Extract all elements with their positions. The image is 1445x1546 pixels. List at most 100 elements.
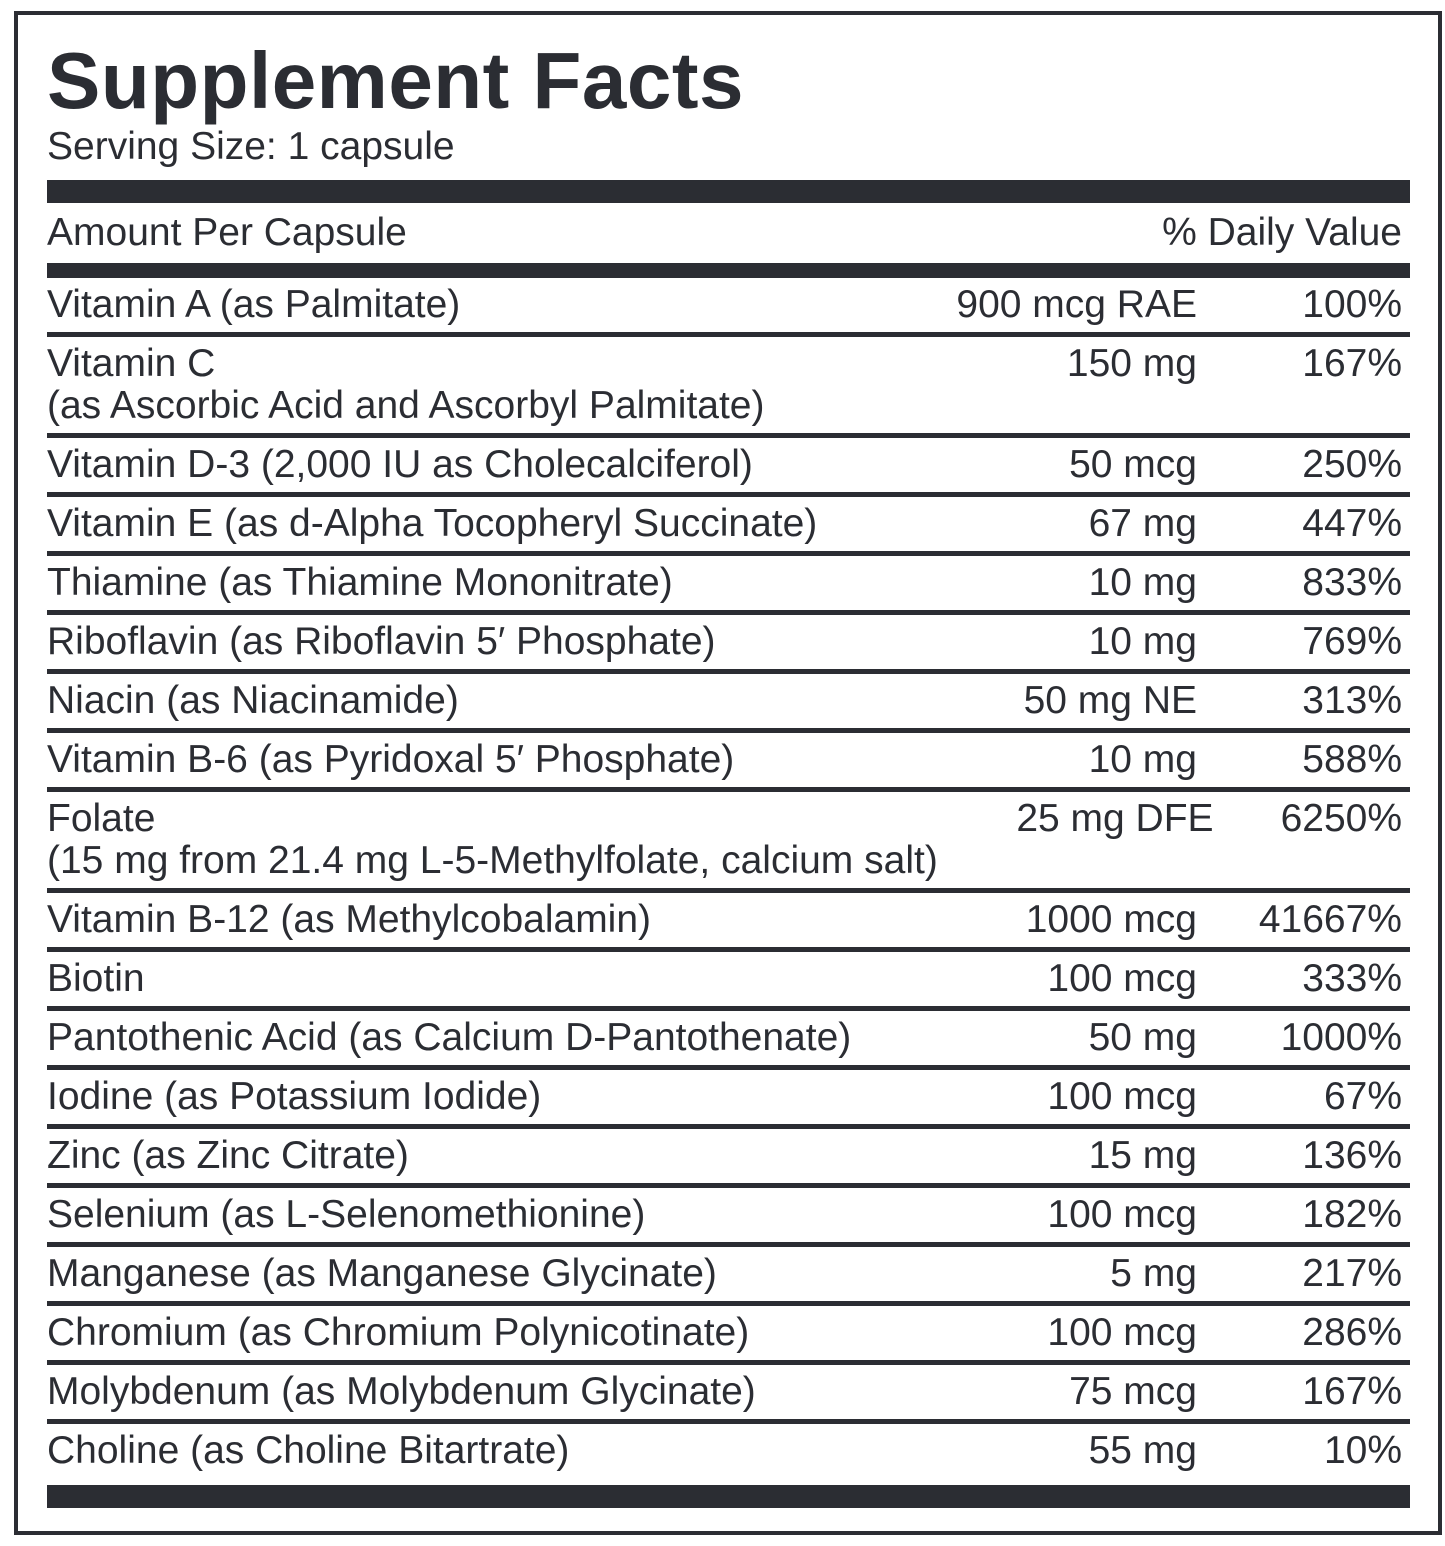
nutrient-name: Manganese (as Manganese Glycinate) <box>47 1252 717 1295</box>
nutrient-name: Niacin (as Niacinamide) <box>47 679 459 722</box>
nutrient-amount: 150 mg <box>1066 342 1197 385</box>
nutrient-name-cell: Thiamine (as Thiamine Mononitrate) <box>47 562 897 604</box>
nutrient-row: Vitamin E (as d-Alpha Tocopheryl Succina… <box>47 497 1410 556</box>
column-header: Amount Per Capsule % Daily Value <box>47 206 1402 260</box>
nutrient-name-cell: Vitamin E (as d-Alpha Tocopheryl Succina… <box>47 503 897 545</box>
nutrient-amount: 100 mcg <box>1047 1193 1197 1236</box>
nutrient-name: Iodine (as Potassium Iodide) <box>47 1075 542 1118</box>
nutrient-daily-value: 100% <box>1302 283 1402 326</box>
nutrient-amount: 25 mg DFE <box>1016 797 1214 840</box>
nutrient-daily-value: 167% <box>1302 1370 1402 1413</box>
nutrient-daily-value: 67% <box>1323 1075 1402 1118</box>
nutrient-name: Vitamin E (as d-Alpha Tocopheryl Succina… <box>47 502 818 545</box>
nutrient-name-cell: Zinc (as Zinc Citrate) <box>47 1135 897 1177</box>
nutrient-row: Biotin 100 mcg 333% <box>47 952 1410 1011</box>
divider-bottom <box>47 1485 1410 1508</box>
nutrient-row: Riboflavin (as Riboflavin 5′ Phosphate) … <box>47 615 1410 674</box>
nutrient-row: Vitamin B-6 (as Pyridoxal 5′ Phosphate) … <box>47 733 1410 792</box>
label-border <box>14 11 1442 1535</box>
nutrient-name: Zinc (as Zinc Citrate) <box>47 1134 409 1177</box>
nutrient-amount: 50 mcg <box>1069 443 1197 486</box>
nutrient-name: Vitamin C <box>47 342 216 385</box>
nutrient-amount: 10 mg <box>1088 620 1197 663</box>
nutrient-amount: 15 mg <box>1088 1134 1197 1177</box>
nutrient-name: Biotin <box>47 957 145 1000</box>
nutrient-name-cell: Riboflavin (as Riboflavin 5′ Phosphate) <box>47 621 897 663</box>
nutrient-amount: 75 mcg <box>1069 1370 1197 1413</box>
nutrient-name-cell: Pantothenic Acid (as Calcium D-Pantothen… <box>47 1017 897 1059</box>
nutrient-row: Folate (15 mg from 21.4 mg L-5-Methylfola… <box>47 792 1410 893</box>
nutrient-name-cell: Chromium (as Chromium Polynicotinate) <box>47 1312 897 1354</box>
nutrient-name-cell: Vitamin C (as Ascorbic Acid and Ascorbyl … <box>47 343 897 427</box>
nutrient-daily-value: 250% <box>1302 443 1402 486</box>
nutrient-name-cell: Vitamin A (as Palmitate) <box>47 284 897 326</box>
nutrient-daily-value: 41667% <box>1258 898 1402 941</box>
nutrient-daily-value: 1000% <box>1280 1016 1402 1059</box>
nutrient-amount: 900 mcg RAE <box>956 283 1197 326</box>
nutrient-daily-value: 182% <box>1302 1193 1402 1236</box>
nutrient-name: Folate <box>47 797 156 840</box>
nutrient-daily-value: 167% <box>1302 342 1402 385</box>
nutrient-row: Molybdenum (as Molybdenum Glycinate) 75 … <box>47 1365 1410 1424</box>
nutrient-amount: 55 mg <box>1088 1429 1197 1472</box>
nutrient-list: Vitamin A (as Palmitate) 900 mcg RAE 100… <box>47 278 1410 1478</box>
nutrient-name: Molybdenum (as Molybdenum Glycinate) <box>47 1370 756 1413</box>
nutrient-row: Vitamin D-3 (2,000 IU as Cholecalciferol… <box>47 438 1410 497</box>
nutrient-name: Chromium (as Chromium Polynicotinate) <box>47 1311 750 1354</box>
nutrient-daily-value: 333% <box>1302 957 1402 1000</box>
nutrient-daily-value: 136% <box>1302 1134 1402 1177</box>
nutrient-row: Selenium (as L-Selenomethionine) 100 mcg… <box>47 1188 1410 1247</box>
nutrient-amount: 50 mg NE <box>1023 679 1197 722</box>
nutrient-row: Choline (as Choline Bitartrate) 55 mg 10… <box>47 1424 1410 1478</box>
nutrient-name: Vitamin D-3 (2,000 IU as Cholecalciferol… <box>47 443 753 486</box>
nutrient-name-cell: Vitamin D-3 (2,000 IU as Cholecalciferol… <box>47 444 897 486</box>
nutrient-row: Niacin (as Niacinamide) 50 mg NE 313% <box>47 674 1410 733</box>
nutrient-daily-value: 833% <box>1302 561 1402 604</box>
nutrient-amount: 100 mcg <box>1047 1075 1197 1118</box>
nutrient-row: Zinc (as Zinc Citrate) 15 mg 136% <box>47 1129 1410 1188</box>
nutrient-daily-value: 313% <box>1302 679 1402 722</box>
nutrient-name: Vitamin B-6 (as Pyridoxal 5′ Phosphate) <box>47 738 735 781</box>
nutrient-name: Vitamin A (as Palmitate) <box>47 283 461 326</box>
nutrient-name: Pantothenic Acid (as Calcium D-Pantothen… <box>47 1016 852 1059</box>
nutrient-source: (15 mg from 21.4 mg L-5-Methylfolate, ca… <box>47 839 938 882</box>
nutrient-name-cell: Folate (15 mg from 21.4 mg L-5-Methylfola… <box>47 798 938 882</box>
nutrient-daily-value: 769% <box>1302 620 1402 663</box>
nutrient-name-cell: Manganese (as Manganese Glycinate) <box>47 1253 897 1295</box>
nutrient-name-cell: Iodine (as Potassium Iodide) <box>47 1076 897 1118</box>
nutrient-row: Pantothenic Acid (as Calcium D-Pantothen… <box>47 1011 1410 1070</box>
nutrient-name: Vitamin B-12 (as Methylcobalamin) <box>47 898 652 941</box>
nutrient-row: Vitamin A (as Palmitate) 900 mcg RAE 100… <box>47 278 1410 337</box>
nutrient-row: Manganese (as Manganese Glycinate) 5 mg … <box>47 1247 1410 1306</box>
amount-per-capsule-label: Amount Per Capsule <box>47 211 407 254</box>
nutrient-row: Vitamin C (as Ascorbic Acid and Ascorbyl … <box>47 337 1410 438</box>
nutrient-name: Thiamine (as Thiamine Mononitrate) <box>47 561 673 604</box>
divider-medium <box>47 263 1410 278</box>
nutrient-row: Vitamin B-12 (as Methylcobalamin) 1000 m… <box>47 893 1410 952</box>
nutrient-daily-value: 588% <box>1302 738 1402 781</box>
nutrient-name-cell: Biotin <box>47 958 897 1000</box>
nutrient-name-cell: Molybdenum (as Molybdenum Glycinate) <box>47 1371 897 1413</box>
nutrient-row: Chromium (as Chromium Polynicotinate) 10… <box>47 1306 1410 1365</box>
nutrient-amount: 50 mg <box>1088 1016 1197 1059</box>
nutrient-row: Thiamine (as Thiamine Mononitrate) 10 mg… <box>47 556 1410 615</box>
nutrient-amount: 100 mcg <box>1047 1311 1197 1354</box>
nutrient-amount: 1000 mcg <box>1025 898 1197 941</box>
nutrient-amount: 5 mg <box>1110 1252 1197 1295</box>
nutrient-daily-value: 10% <box>1323 1429 1402 1472</box>
page-title: Supplement Facts <box>47 36 745 125</box>
daily-value-label: % Daily Value <box>1162 211 1402 254</box>
nutrient-daily-value: 6250% <box>1280 797 1402 840</box>
nutrient-source: (as Ascorbic Acid and Ascorbyl Palmitate… <box>47 384 765 427</box>
nutrient-name-cell: Vitamin B-12 (as Methylcobalamin) <box>47 899 897 941</box>
nutrient-name-cell: Selenium (as L-Selenomethionine) <box>47 1194 897 1236</box>
nutrient-name-cell: Niacin (as Niacinamide) <box>47 680 897 722</box>
nutrient-row: Iodine (as Potassium Iodide) 100 mcg 67% <box>47 1070 1410 1129</box>
divider-thick <box>47 180 1410 203</box>
nutrient-daily-value: 217% <box>1302 1252 1402 1295</box>
serving-size: Serving Size: 1 capsule <box>47 125 455 168</box>
nutrient-name: Selenium (as L-Selenomethionine) <box>47 1193 646 1236</box>
nutrient-amount: 100 mcg <box>1047 957 1197 1000</box>
nutrient-name-cell: Vitamin B-6 (as Pyridoxal 5′ Phosphate) <box>47 739 897 781</box>
nutrient-daily-value: 447% <box>1302 502 1402 545</box>
